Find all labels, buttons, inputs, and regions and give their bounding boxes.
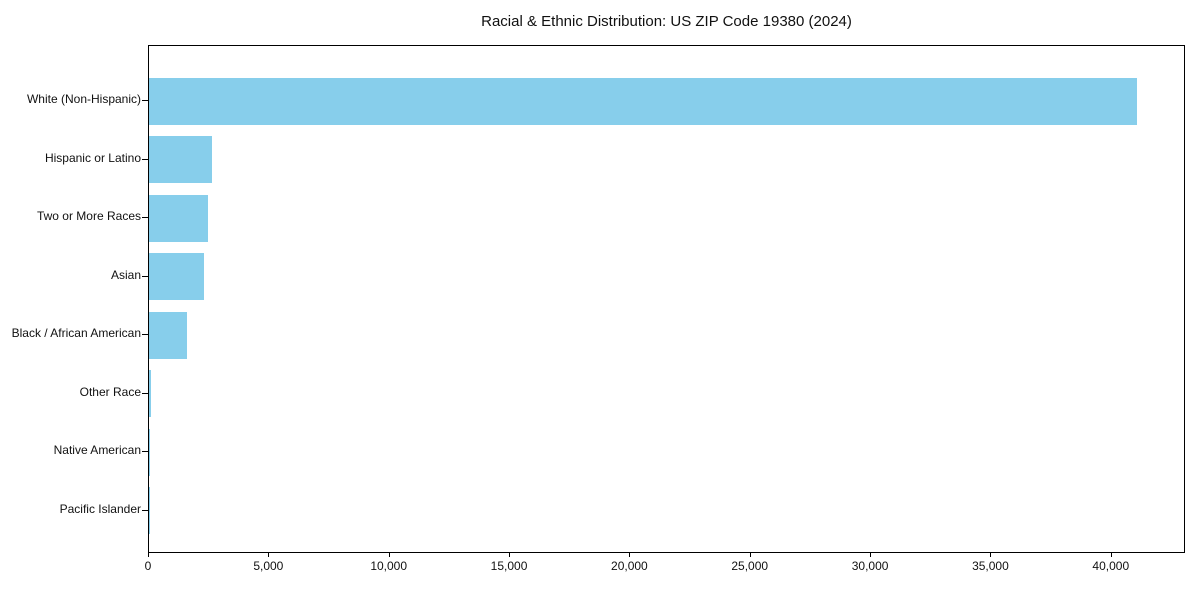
x-tick-mark: [990, 553, 992, 557]
y-tick-label: Two or More Races: [36, 209, 141, 224]
bar-white-non-hispanic: [149, 77, 1138, 125]
y-tick-label: White (Non-Hispanic): [26, 92, 141, 107]
y-tick-mark: [142, 275, 148, 277]
bar-native-american: [149, 428, 150, 476]
bar-black-african-american: [149, 311, 187, 359]
y-tick-mark: [142, 217, 148, 219]
x-tick-mark: [509, 553, 511, 557]
x-tick-mark: [749, 553, 751, 557]
x-tick-label: 40,000: [1092, 559, 1130, 573]
x-tick-mark: [268, 553, 270, 557]
y-tick-label: Pacific Islander: [59, 501, 141, 516]
y-tick-mark: [142, 158, 148, 160]
bar-other-race: [149, 370, 151, 418]
y-tick-mark: [142, 451, 148, 453]
bar-asian: [149, 253, 205, 301]
plot-area: [148, 45, 1185, 553]
x-tick-label: 5,000: [253, 559, 284, 573]
chart-title: Racial & Ethnic Distribution: US ZIP Cod…: [481, 13, 852, 30]
x-tick-label: 0: [144, 559, 152, 573]
y-tick-label: Other Race: [79, 384, 141, 399]
y-tick-mark: [142, 392, 148, 394]
y-tick-label: Black / African American: [11, 326, 141, 341]
x-tick-label: 15,000: [490, 559, 528, 573]
bar-two-or-more-races: [149, 194, 208, 242]
y-tick-label: Hispanic or Latino: [44, 150, 141, 165]
x-tick-label: 10,000: [370, 559, 408, 573]
y-tick-mark: [142, 509, 148, 511]
y-tick-label: Asian: [110, 267, 141, 282]
bar-hispanic-or-latino: [149, 136, 212, 184]
x-tick-mark: [148, 553, 149, 557]
y-tick-mark: [142, 100, 148, 102]
x-tick-mark: [388, 553, 390, 557]
x-tick-label: 30,000: [851, 559, 889, 573]
y-tick-label: Native American: [53, 443, 141, 458]
x-tick-mark: [629, 553, 631, 557]
x-tick-label: 35,000: [972, 559, 1009, 573]
x-tick-label: 25,000: [731, 559, 769, 573]
x-tick-label: 20,000: [611, 559, 648, 573]
x-tick-mark: [870, 553, 872, 557]
x-tick-mark: [1110, 553, 1112, 557]
y-tick-mark: [142, 334, 148, 336]
